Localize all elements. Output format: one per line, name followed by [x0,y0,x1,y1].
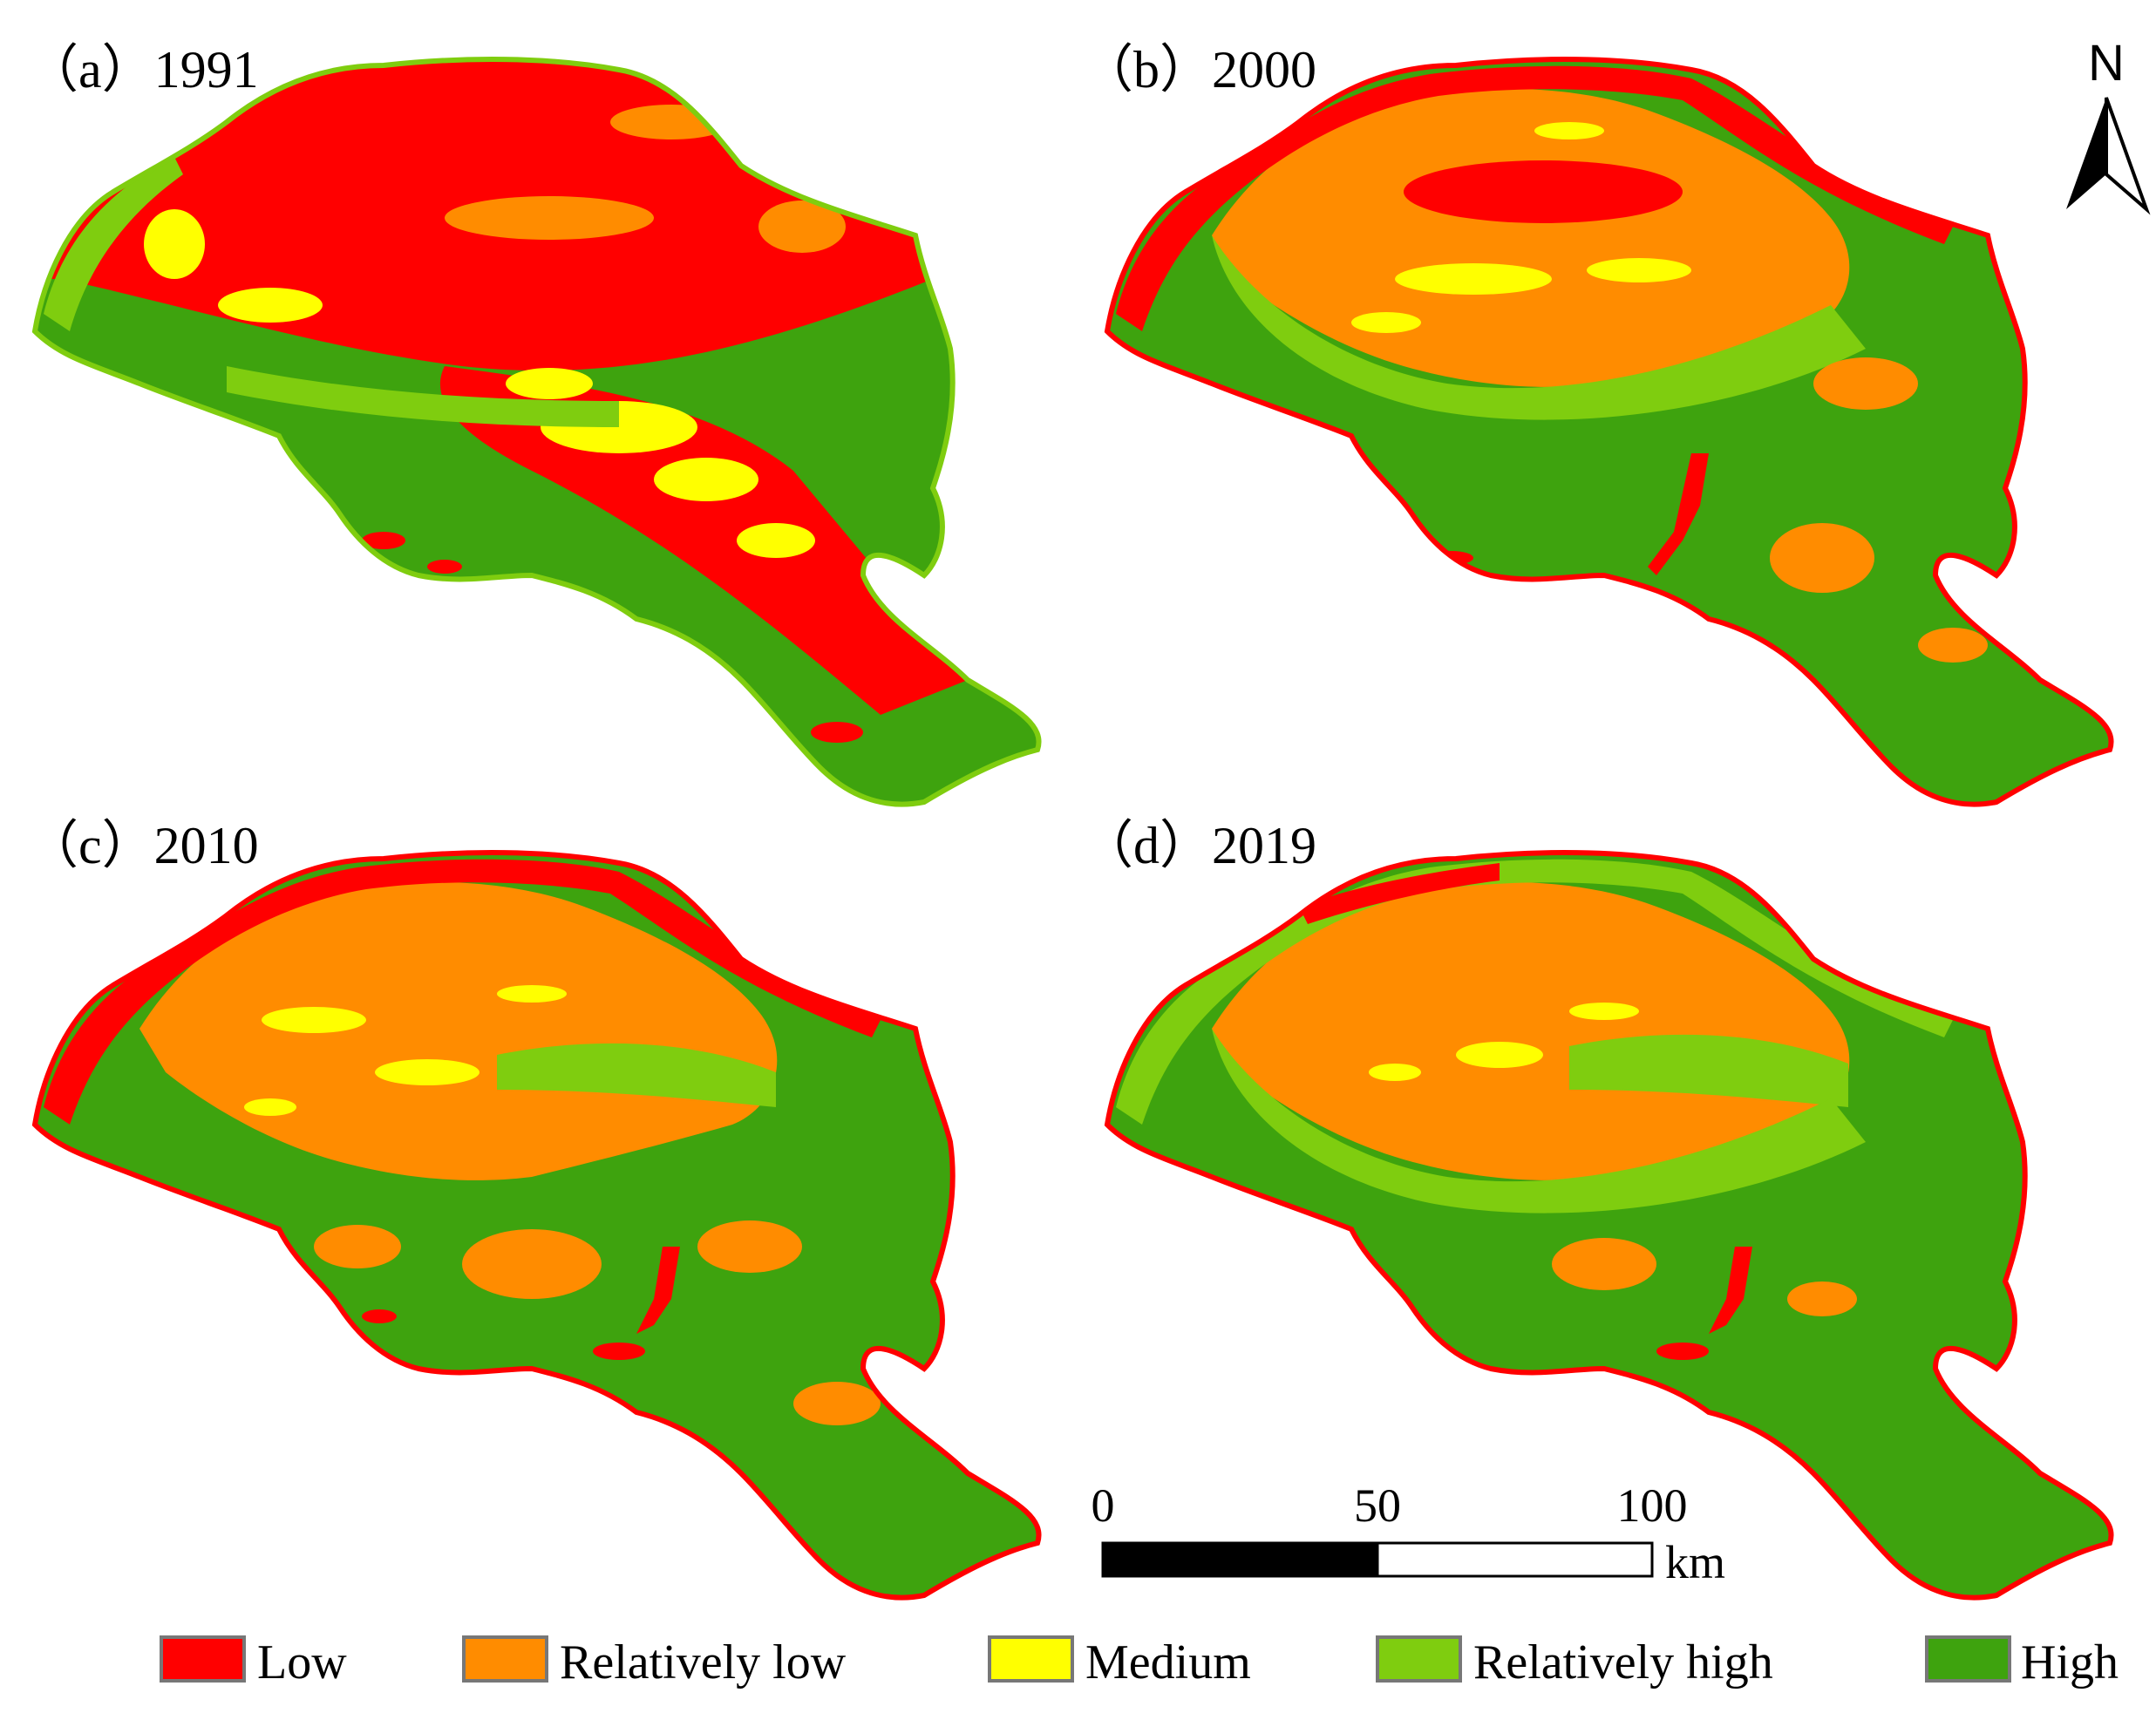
scale-bar-white-segment [1376,1541,1654,1578]
scale-bar-black-segment [1101,1541,1379,1578]
legend-label-relatively-low: Relatively low [560,1635,847,1689]
panel-label-d: （d）2019 [1081,817,1316,874]
legend-swatch-medium [988,1635,1074,1683]
legend-swatch-relatively-high [1376,1635,1462,1683]
legend-item-low: Low [160,1635,347,1689]
scale-tick-50: 50 [1354,1479,1401,1532]
north-arrow: N [2066,35,2151,215]
legend-item-relatively-high: Relatively high [1376,1635,1773,1689]
scale-tick-100: 100 [1617,1479,1688,1532]
legend-item-high: High [1925,1635,2119,1689]
panel-label-a: （a）1991 [26,41,259,99]
legend: Low Relatively low Medium Relatively hig… [160,1635,2119,1689]
legend-swatch-relatively-low [462,1635,548,1683]
scale-unit: km [1665,1536,1725,1588]
legend-label-medium: Medium [1085,1635,1251,1689]
legend-swatch-high [1925,1635,2011,1683]
legend-label-low: Low [257,1635,347,1689]
scale-tick-0: 0 [1092,1479,1115,1532]
panel-label-b: （b）2000 [1081,41,1316,99]
panel-label-c: （c）2010 [26,817,259,874]
scale-bar: 0 50 100 km [1092,1479,1726,1588]
map-panel-a [9,17,1098,846]
legend-label-high: High [2021,1635,2119,1689]
map-panel-b [1081,17,2156,846]
north-arrow-label: N [2088,35,2125,92]
north-arrow-icon [2066,97,2151,215]
legend-label-relatively-high: Relatively high [1473,1635,1773,1689]
legend-item-relatively-low: Relatively low [462,1635,847,1689]
legend-item-medium: Medium [988,1635,1251,1689]
map-panel-c [9,811,1098,1639]
legend-swatch-low [160,1635,246,1683]
